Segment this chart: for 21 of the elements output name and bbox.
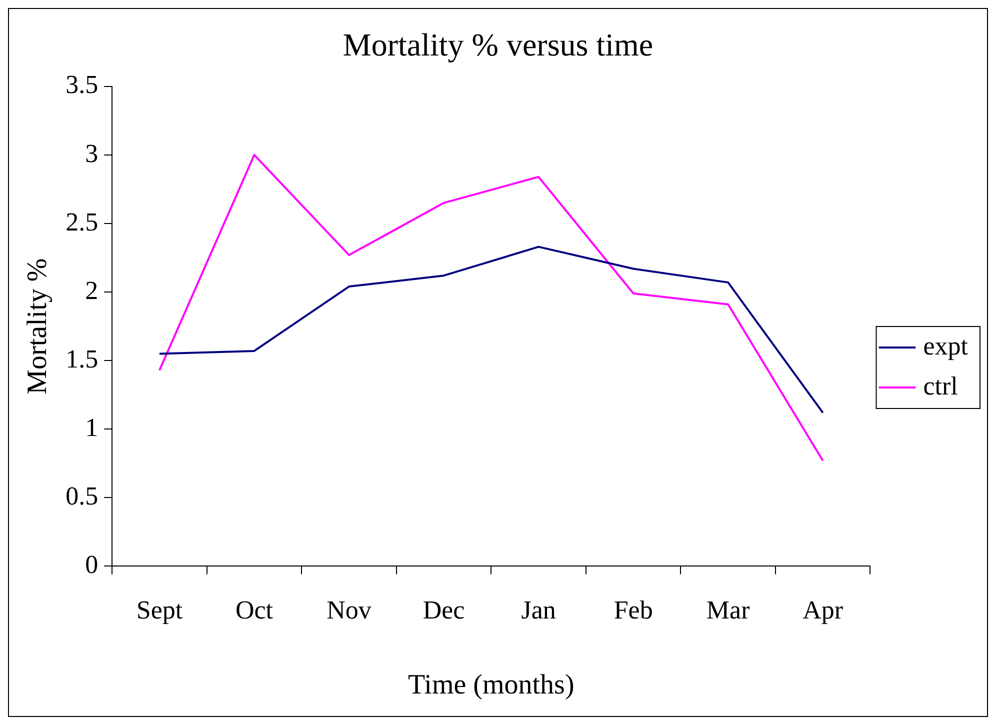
- x-tick-label: Nov: [326, 596, 372, 625]
- y-tick-label: 3: [85, 138, 98, 168]
- y-tick-label: 1.5: [66, 344, 98, 374]
- x-tick-label: Dec: [422, 596, 465, 625]
- x-tick-label: Feb: [614, 596, 653, 625]
- x-tick-label: Sept: [136, 596, 184, 625]
- legend-label: expt: [923, 331, 969, 360]
- x-tick-label: Jan: [521, 596, 556, 625]
- legend-label: ctrl: [923, 371, 958, 400]
- x-axis-title: Time (months): [408, 670, 574, 701]
- chart-title: Mortality % versus time: [342, 26, 654, 63]
- y-axis-title: Mortality %: [22, 258, 54, 394]
- x-tick-label: Mar: [706, 596, 750, 625]
- y-tick-label: 2.5: [66, 207, 98, 236]
- y-tick-label: 1: [85, 412, 98, 442]
- y-tick-label: 3.5: [66, 70, 98, 100]
- y-tick-label: 2: [85, 276, 98, 305]
- y-tick-label: 0: [85, 550, 98, 580]
- x-tick-label: Apr: [802, 596, 844, 625]
- x-tick-label: Oct: [235, 596, 274, 625]
- y-tick-label: 0.5: [66, 481, 98, 510]
